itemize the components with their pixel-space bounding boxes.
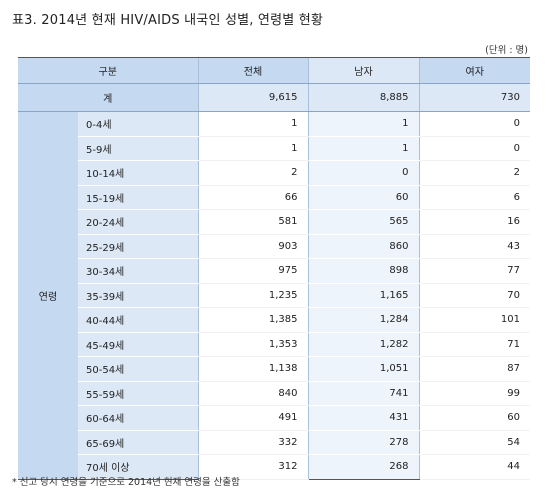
table-row: 40-44세 1,385 1,284 101 — [18, 307, 530, 333]
table-row: 5-9세 1 1 0 — [18, 136, 530, 161]
table-row: 25-29세 903 860 43 — [18, 234, 530, 259]
male-cell: 741 — [307, 381, 419, 406]
table-row: 20-24세 581 565 16 — [18, 209, 530, 235]
total-all: 9,615 — [197, 83, 308, 112]
hiv-aids-table: 구분 전체 남자 여자 계 9,615 8,885 730 연령 0-4세 1 1 0 5… — [18, 57, 530, 480]
table-row: 35-39세 1,235 1,165 70 — [18, 283, 530, 308]
age-cell: 55-59세 — [78, 381, 198, 406]
female-cell: 70 — [418, 283, 530, 308]
female-cell: 16 — [418, 209, 530, 235]
table-row: 10-14세 2 0 2 — [18, 160, 530, 186]
total-label: 계 — [18, 83, 198, 112]
female-cell: 99 — [418, 381, 530, 406]
male-cell: 1 — [307, 136, 419, 161]
total-female: 730 — [418, 83, 530, 112]
female-cell: 43 — [418, 234, 530, 259]
male-cell: 0 — [307, 160, 419, 186]
total-cell: 975 — [197, 258, 308, 284]
age-cell: 70세 이상 — [78, 454, 198, 480]
female-cell: 60 — [418, 405, 530, 431]
table-row: 50-54세 1,138 1,051 87 — [18, 356, 530, 382]
age-cell: 45-49세 — [78, 332, 198, 357]
male-cell: 898 — [307, 258, 419, 284]
footnote: * 신고 당시 연령을 기준으로 2014년 현재 연령을 산출함 — [12, 477, 240, 488]
male-cell: 1 — [307, 111, 419, 137]
female-cell: 77 — [418, 258, 530, 284]
table-row: 60-64세 491 431 60 — [18, 405, 530, 431]
total-cell: 66 — [197, 185, 308, 210]
male-cell: 431 — [307, 405, 419, 431]
header-row: 구분 전체 남자 여자 — [18, 57, 530, 84]
table-title: 표3. 2014년 현재 HIV/AIDS 내국인 성별, 연령별 현황 — [12, 13, 324, 28]
table-row: 70세 이상 312 268 44 — [18, 454, 530, 480]
total-cell: 903 — [197, 234, 308, 259]
age-cell: 10-14세 — [78, 160, 198, 186]
male-cell: 1,284 — [307, 307, 419, 333]
female-cell: 54 — [418, 430, 530, 455]
table-row: 15-19세 66 60 6 — [18, 185, 530, 210]
total-cell: 2 — [197, 160, 308, 186]
header-female: 여자 — [418, 57, 530, 84]
age-cell: 40-44세 — [78, 307, 198, 333]
age-cell: 15-19세 — [78, 185, 198, 210]
total-cell: 312 — [197, 454, 308, 480]
male-cell: 1,051 — [307, 356, 419, 382]
total-cell: 1,385 — [197, 307, 308, 333]
male-cell: 268 — [307, 454, 419, 480]
total-row: 계 9,615 8,885 730 — [18, 83, 530, 112]
male-cell: 1,165 — [307, 283, 419, 308]
female-cell: 6 — [418, 185, 530, 210]
header-category: 구분 — [18, 57, 198, 84]
age-cell: 5-9세 — [78, 136, 198, 161]
total-male: 8,885 — [307, 83, 419, 112]
total-cell: 491 — [197, 405, 308, 431]
total-cell: 1 — [197, 136, 308, 161]
male-cell: 565 — [307, 209, 419, 235]
female-cell: 87 — [418, 356, 530, 382]
age-cell: 0-4세 — [78, 111, 198, 137]
age-cell: 60-64세 — [78, 405, 198, 431]
age-cell: 30-34세 — [78, 258, 198, 284]
total-cell: 1,138 — [197, 356, 308, 382]
total-cell: 581 — [197, 209, 308, 235]
age-group-label: 연령 — [18, 111, 78, 480]
table-row: 30-34세 975 898 77 — [18, 258, 530, 284]
total-cell: 1 — [197, 111, 308, 137]
age-cell: 35-39세 — [78, 283, 198, 308]
female-cell: 2 — [418, 160, 530, 186]
female-cell: 0 — [418, 111, 530, 137]
female-cell: 101 — [418, 307, 530, 333]
total-cell: 332 — [197, 430, 308, 455]
male-cell: 278 — [307, 430, 419, 455]
total-cell: 1,353 — [197, 332, 308, 357]
header-male: 남자 — [307, 57, 419, 84]
age-cell: 20-24세 — [78, 209, 198, 235]
total-cell: 840 — [197, 381, 308, 406]
total-cell: 1,235 — [197, 283, 308, 308]
table-row: 55-59세 840 741 99 — [18, 381, 530, 406]
male-cell: 860 — [307, 234, 419, 259]
table-row: 연령 0-4세 1 1 0 — [18, 111, 530, 480]
female-cell: 0 — [418, 136, 530, 161]
female-cell: 44 — [418, 454, 530, 480]
female-cell: 71 — [418, 332, 530, 357]
male-cell: 1,282 — [307, 332, 419, 357]
table-row: 65-69세 332 278 54 — [18, 430, 530, 455]
age-cell: 25-29세 — [78, 234, 198, 259]
header-total: 전체 — [197, 57, 308, 84]
table-row: 45-49세 1,353 1,282 71 — [18, 332, 530, 357]
age-cell: 65-69세 — [78, 430, 198, 455]
unit-label: (단위 : 명) — [485, 45, 528, 56]
age-rows: 연령 0-4세 1 1 0 5-9세 1 1 0 10-14세 2 0 2 15-19세 66 60 6 20-2… — [18, 111, 530, 480]
male-cell: 60 — [307, 185, 419, 210]
age-cell: 50-54세 — [78, 356, 198, 382]
